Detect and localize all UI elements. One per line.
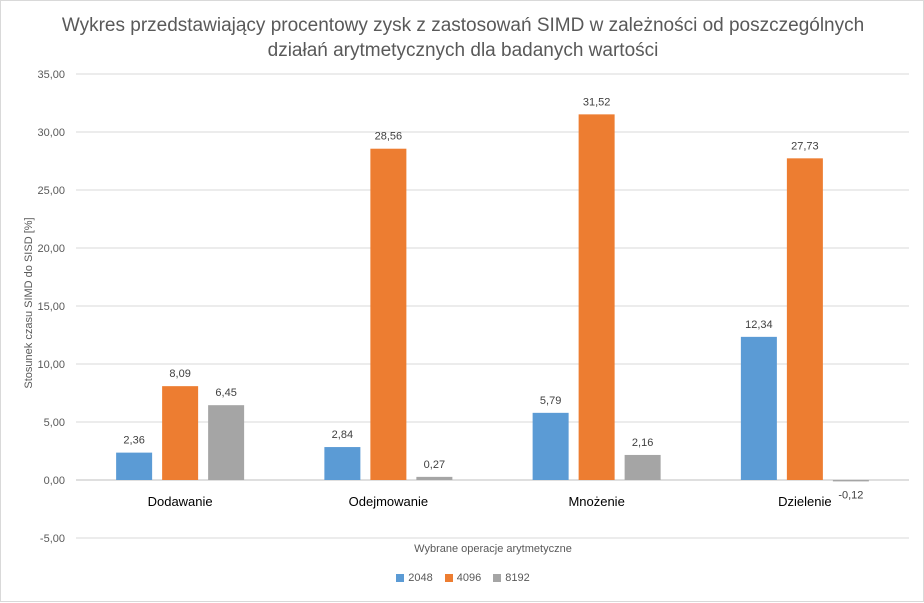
data-label: 12,34 (745, 319, 773, 331)
chart-title: Wykres przedstawiający procentowy zysk z… (1, 13, 924, 63)
legend-label-2048: 2048 (408, 572, 433, 584)
category-label: Dodawanie (148, 494, 213, 509)
y-tick-label: 15,00 (37, 301, 65, 313)
bar-8192-3 (832, 480, 869, 482)
bar-4096-2 (578, 114, 615, 481)
data-label: 6,45 (215, 387, 236, 399)
bar-4096-0 (162, 386, 199, 480)
bar-2048-2 (532, 412, 569, 480)
bar-8192-1 (416, 476, 453, 480)
y-tick-label: 30,00 (37, 127, 65, 139)
category-label: Dzielenie (778, 494, 831, 509)
legend-label-4096: 4096 (456, 572, 482, 584)
data-label: 2,84 (332, 429, 353, 441)
legend-swatch-4096 (444, 574, 453, 582)
x-axis-title: Wybrane operacje arytmetyczne (414, 543, 572, 555)
legend-item-8192: 8192 (493, 572, 530, 584)
data-label: -0,12 (838, 489, 863, 501)
bar-2048-1 (324, 447, 361, 480)
data-label: 2,36 (123, 435, 144, 447)
category-label: Mnożenie (568, 494, 624, 509)
legend-swatch-8192 (493, 574, 502, 582)
y-tick-label: 35,00 (37, 69, 65, 81)
bar-2048-0 (116, 452, 153, 480)
legend-label-8192: 8192 (505, 572, 530, 584)
y-tick-label: 5,00 (44, 417, 65, 429)
y-tick-label: 20,00 (37, 243, 65, 255)
bar-2048-3 (740, 336, 777, 480)
y-tick-label: 10,00 (37, 359, 65, 371)
data-label: 8,09 (169, 368, 190, 380)
data-label: 5,79 (540, 395, 561, 407)
y-axis-title: Stosunek czasu SIMD do SISD [%] (23, 217, 35, 388)
chart-legend: 2048 4096 8192 (1, 572, 924, 584)
legend-item-4096: 4096 (444, 572, 482, 584)
data-label: 28,56 (375, 131, 403, 143)
y-tick-label: -5,00 (40, 533, 65, 545)
legend-item-2048: 2048 (396, 572, 433, 584)
data-label: 31,52 (583, 96, 611, 108)
chart-title-line-1: Wykres przedstawiający procentowy zysk z… (61, 15, 865, 36)
y-tick-label: 0,00 (44, 475, 65, 487)
data-label: 2,16 (632, 437, 653, 449)
bar-8192-2 (624, 454, 661, 480)
chart-title-line-2: działań arytmetycznych dla badanych wart… (267, 40, 659, 61)
data-label: 27,73 (791, 140, 819, 152)
bar-4096-1 (370, 148, 407, 481)
bar-8192-0 (208, 405, 245, 480)
bar-4096-3 (786, 158, 823, 480)
y-tick-label: 25,00 (37, 185, 65, 197)
legend-swatch-2048 (396, 574, 405, 582)
category-label: Odejmowanie (349, 494, 429, 509)
data-label: 0,27 (424, 459, 445, 471)
